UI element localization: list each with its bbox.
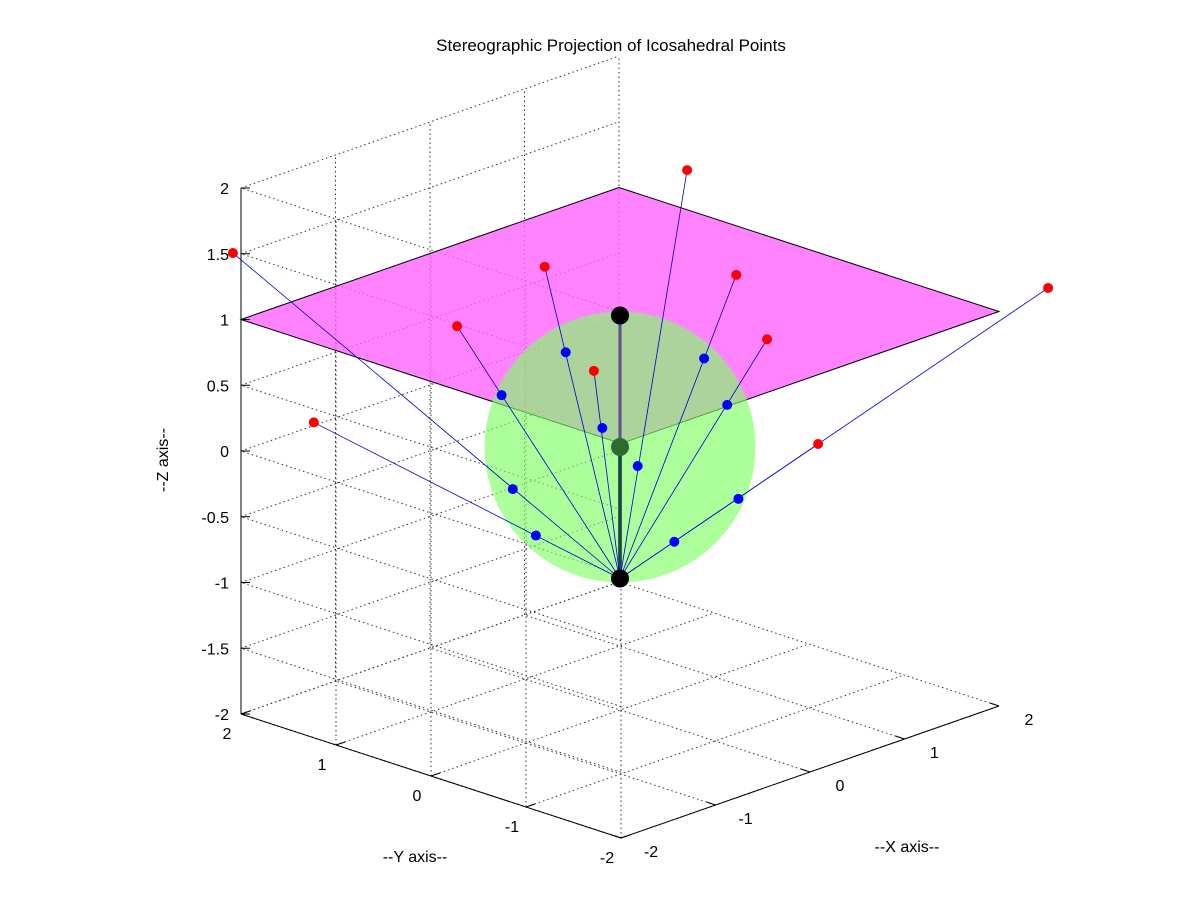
projection-ray — [619, 287, 1049, 579]
y-tick — [335, 741, 346, 746]
projected-point — [588, 365, 599, 376]
sphere-point — [699, 353, 710, 364]
projected-point — [227, 248, 238, 259]
z-tick-label: -0.5 — [201, 510, 229, 527]
z-tick-label: -1 — [215, 576, 229, 593]
projected-point — [539, 261, 550, 272]
sphere-point — [560, 347, 571, 358]
z-tick-label: 0 — [220, 444, 229, 461]
projected-point — [308, 417, 319, 428]
x-tick — [895, 735, 905, 740]
axes — [240, 187, 1000, 839]
x-tick — [989, 702, 1000, 707]
y-tick — [620, 834, 631, 839]
projected-point — [452, 321, 463, 332]
z-tick-label: 1.5 — [207, 247, 229, 264]
grid-line — [525, 674, 905, 808]
sphere-point — [507, 484, 518, 495]
z-axis-label: --Z axis-- — [155, 428, 172, 492]
grid-line — [240, 187, 622, 313]
projection-ray — [619, 274, 737, 579]
x-tick-label: -2 — [644, 844, 658, 861]
data-points — [227, 165, 1054, 588]
y-tick-label: -1 — [505, 819, 519, 836]
projection-ray — [232, 252, 621, 579]
x-tick-label: -1 — [738, 811, 752, 828]
sphere-point — [722, 399, 733, 410]
chart-title: Stereographic Projection of Icosahedral … — [436, 36, 786, 55]
x-tick-label: 1 — [930, 745, 939, 762]
grid-line — [335, 612, 715, 746]
grid-line — [240, 581, 620, 715]
projection-rays — [232, 170, 1049, 579]
grid-line — [430, 643, 810, 777]
north-pole-marker — [611, 306, 629, 325]
z-tick-label: 2 — [220, 181, 229, 198]
projection-ray — [619, 170, 688, 579]
projected-point — [813, 438, 824, 449]
y-tick — [525, 803, 536, 808]
projection-ray — [593, 370, 621, 579]
x-axis-label: --X axis-- — [875, 839, 940, 856]
y-tick — [240, 710, 251, 715]
x-tick — [611, 834, 622, 839]
sphere-point — [669, 536, 680, 547]
grid-line — [240, 55, 620, 189]
grid-line — [618, 581, 1000, 707]
sphere-point — [597, 423, 608, 434]
projection-ray — [313, 422, 621, 579]
grid-line — [240, 647, 622, 773]
projected-point — [731, 269, 742, 280]
y-tick-label: 1 — [318, 757, 327, 774]
x-tick — [706, 801, 716, 806]
grid-line — [335, 680, 716, 806]
sphere-center-marker — [611, 438, 629, 456]
z-tick-label: -2 — [215, 707, 229, 724]
x-tick — [800, 768, 811, 773]
y-tick-label: -2 — [600, 850, 614, 867]
axis-labels: Stereographic Projection of Icosahedral … — [155, 36, 1034, 867]
projected-point — [1043, 282, 1054, 293]
grid-line — [524, 614, 905, 740]
projection-pole-marker — [611, 569, 629, 588]
grid-line — [240, 516, 622, 642]
grid-line — [240, 253, 622, 379]
sphere-point — [733, 493, 744, 504]
z-tick-label: -1.5 — [201, 641, 229, 658]
projected-point — [762, 334, 773, 345]
y-tick-label: 0 — [413, 788, 422, 805]
grid-line — [240, 384, 622, 510]
grid-line — [240, 450, 622, 576]
projection-ray — [456, 325, 621, 579]
sphere-point — [632, 460, 643, 471]
x-tick-label: 2 — [1025, 712, 1034, 729]
z-tick-label: 0.5 — [207, 378, 229, 395]
projection-ray — [544, 266, 621, 579]
x-tick-label: 0 — [836, 778, 845, 795]
y-tick — [430, 772, 441, 777]
sphere-point — [530, 530, 541, 541]
grid-line — [240, 121, 620, 255]
sphere-point — [496, 390, 507, 401]
projected-point — [682, 165, 693, 176]
projection-ray — [619, 339, 768, 579]
z-tick-label: 1 — [220, 313, 229, 330]
y-tick-label: 2 — [223, 726, 232, 743]
grid-line — [240, 582, 622, 707]
grid-line — [429, 647, 811, 773]
y-axis-label: --Y axis-- — [383, 849, 448, 866]
